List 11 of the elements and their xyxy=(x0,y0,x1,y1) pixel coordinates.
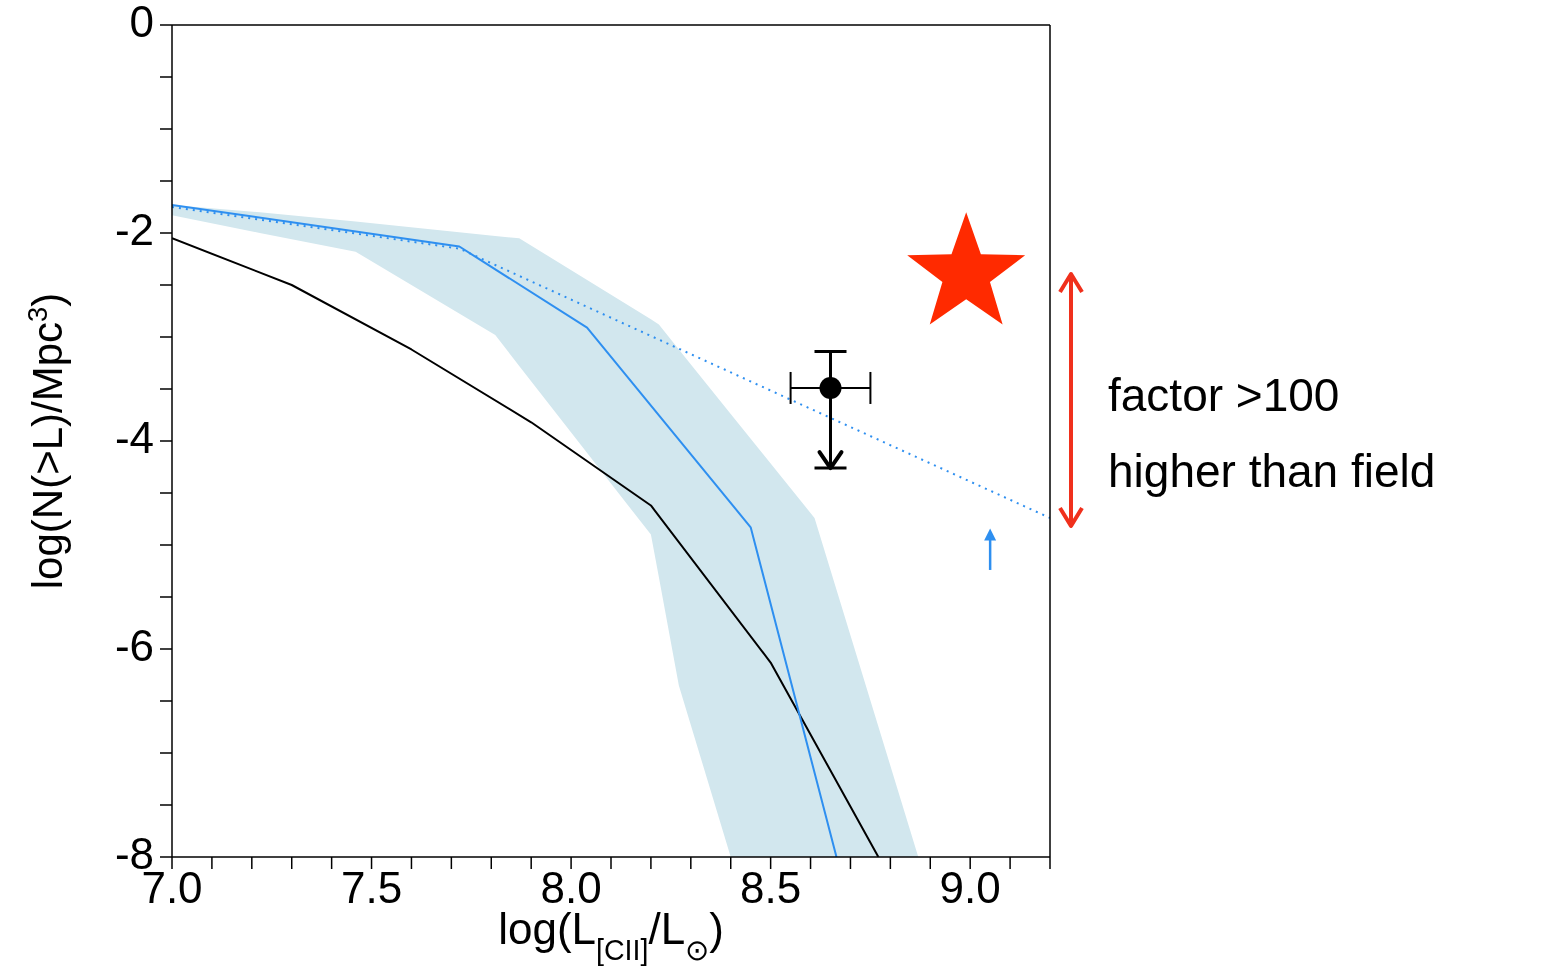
x-tick-label: 7.5 xyxy=(340,862,403,912)
x-tick-label: 9.0 xyxy=(939,862,1001,912)
point xyxy=(819,376,842,399)
text: factor >100 higher than field xyxy=(1108,368,1437,499)
y-tick-label: 0 xyxy=(129,0,154,46)
y-tick-label: -2 xyxy=(114,204,154,254)
point xyxy=(907,212,1026,325)
x-tick-label: 8.5 xyxy=(740,862,802,912)
point xyxy=(984,528,997,541)
y-tick-label: -6 xyxy=(114,620,154,670)
y-tick-label: -4 xyxy=(114,412,154,462)
